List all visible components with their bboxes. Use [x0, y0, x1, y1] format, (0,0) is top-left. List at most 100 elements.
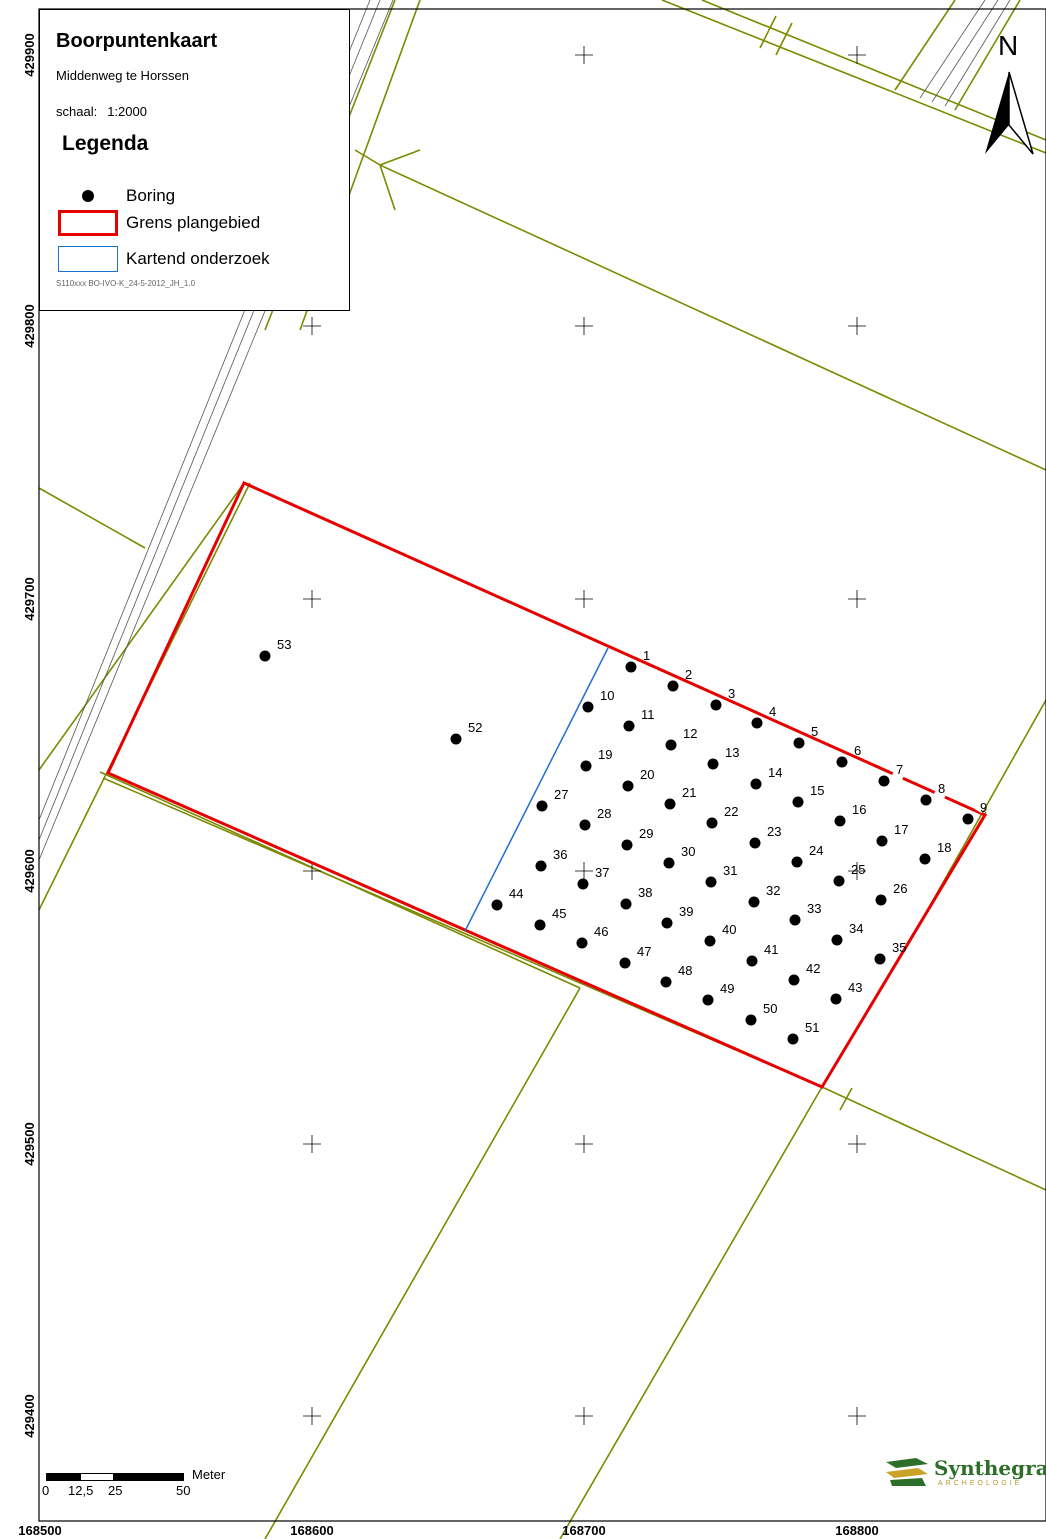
boring-label: 36	[553, 847, 567, 862]
y-axis-label: 429700	[22, 577, 37, 620]
boring-point	[836, 756, 848, 768]
boring-point	[622, 780, 634, 792]
boring-label: 43	[848, 980, 862, 995]
boring-point	[702, 994, 714, 1006]
boring-label: 9	[980, 800, 987, 815]
boring-point	[625, 661, 637, 673]
boring-label: 41	[764, 942, 778, 957]
boring-label: 5	[811, 724, 818, 739]
boring-label: 10	[600, 688, 614, 703]
boring-label: 21	[682, 785, 696, 800]
scale-tick: 50	[176, 1483, 191, 1498]
boring-label: 34	[849, 921, 863, 936]
boring-point	[580, 760, 592, 772]
boring-point	[663, 857, 675, 869]
scale-segment	[114, 1473, 184, 1481]
boring-label: 2	[685, 667, 692, 682]
boring-point	[450, 733, 462, 745]
y-axis-labels: 429900 429800 429700 429600 429500 429400	[22, 33, 37, 1437]
boring-label: 17	[894, 822, 908, 837]
boring-point	[576, 937, 588, 949]
logo-mark-icon	[886, 1458, 928, 1486]
boring-point	[750, 778, 762, 790]
boring-label: 52	[468, 720, 482, 735]
boring-point	[705, 876, 717, 888]
boring-label: 16	[852, 802, 866, 817]
boring-label: 14	[768, 765, 782, 780]
boring-point	[706, 817, 718, 829]
boring-label: 42	[806, 961, 820, 976]
boring-point	[623, 720, 635, 732]
boring-label: 18	[937, 840, 951, 855]
boring-point	[878, 775, 890, 787]
boring-point	[919, 853, 931, 865]
boring-symbol-icon	[58, 183, 118, 209]
boring-label: 6	[854, 743, 861, 758]
legend-item-plan-boundary: Grens plangebied	[58, 209, 260, 237]
boring-label: 31	[723, 863, 737, 878]
boring-label: 50	[763, 1001, 777, 1016]
boring-point	[791, 856, 803, 868]
boring-point	[535, 860, 547, 872]
boring-point	[579, 819, 591, 831]
boring-label: 11	[641, 707, 655, 722]
boring-label: 45	[552, 906, 566, 921]
boring-point	[792, 796, 804, 808]
boring-point	[748, 896, 760, 908]
boring-point	[536, 800, 548, 812]
boring-point	[619, 957, 631, 969]
boring-point	[876, 835, 888, 847]
boring-point	[875, 894, 887, 906]
boring-label: 22	[724, 804, 738, 819]
boring-label: 4	[769, 704, 776, 719]
boring-point	[793, 737, 805, 749]
boring-point	[661, 917, 673, 929]
boring-point	[830, 993, 842, 1005]
scale-bar: Meter 0 12,5 25 50	[42, 1467, 286, 1517]
boring-point	[788, 974, 800, 986]
boring-point	[920, 794, 932, 806]
boring-point	[621, 839, 633, 851]
borings-layer: 1234567891011121314151617181920212223242…	[259, 637, 987, 1045]
scale-segment	[46, 1473, 80, 1481]
boring-label: 19	[598, 747, 612, 762]
boring-point	[660, 976, 672, 988]
scale-segment	[80, 1473, 114, 1481]
boring-label: 8	[938, 781, 945, 796]
scale-unit: Meter	[192, 1467, 226, 1482]
boring-label: 23	[767, 824, 781, 839]
boring-label: 30	[681, 844, 695, 859]
boring-point	[787, 1033, 799, 1045]
legend-item-label: Kartend onderzoek	[126, 249, 270, 268]
map-frame	[38, 8, 1046, 1522]
boring-label: 32	[766, 883, 780, 898]
boring-label: 40	[722, 922, 736, 937]
boring-label: 53	[277, 637, 291, 652]
boring-point	[874, 953, 886, 965]
boring-label: 28	[597, 806, 611, 821]
boring-label: 3	[728, 686, 735, 701]
survey-area-boundary	[464, 647, 609, 932]
blue-outline-icon	[58, 246, 118, 272]
company-logo: Synthegra ARCHEOLOGIE	[886, 1452, 1046, 1492]
boring-point	[667, 680, 679, 692]
boring-point	[831, 934, 843, 946]
boring-label: 37	[595, 865, 609, 880]
boring-label: 44	[509, 886, 523, 901]
boring-point	[534, 919, 546, 931]
boring-label: 46	[594, 924, 608, 939]
legend-heading: Legenda	[62, 132, 149, 155]
map-title: Boorpuntenkaart	[56, 30, 218, 52]
boring-label: 39	[679, 904, 693, 919]
boring-label: 15	[810, 783, 824, 798]
scale-tick: 0	[42, 1483, 50, 1498]
boring-label: 7	[896, 762, 903, 777]
y-axis-label: 429600	[22, 849, 37, 892]
boring-point	[704, 935, 716, 947]
y-axis-label: 429500	[22, 1122, 37, 1165]
scale-tick: 25	[108, 1483, 123, 1498]
legend-item-label: Boring	[126, 186, 176, 205]
boring-label: 38	[638, 885, 652, 900]
boring-label: 25	[851, 862, 865, 877]
document-code: S110xxx BO-IVO-K_24-5-2012_JH_1.0	[56, 279, 196, 288]
